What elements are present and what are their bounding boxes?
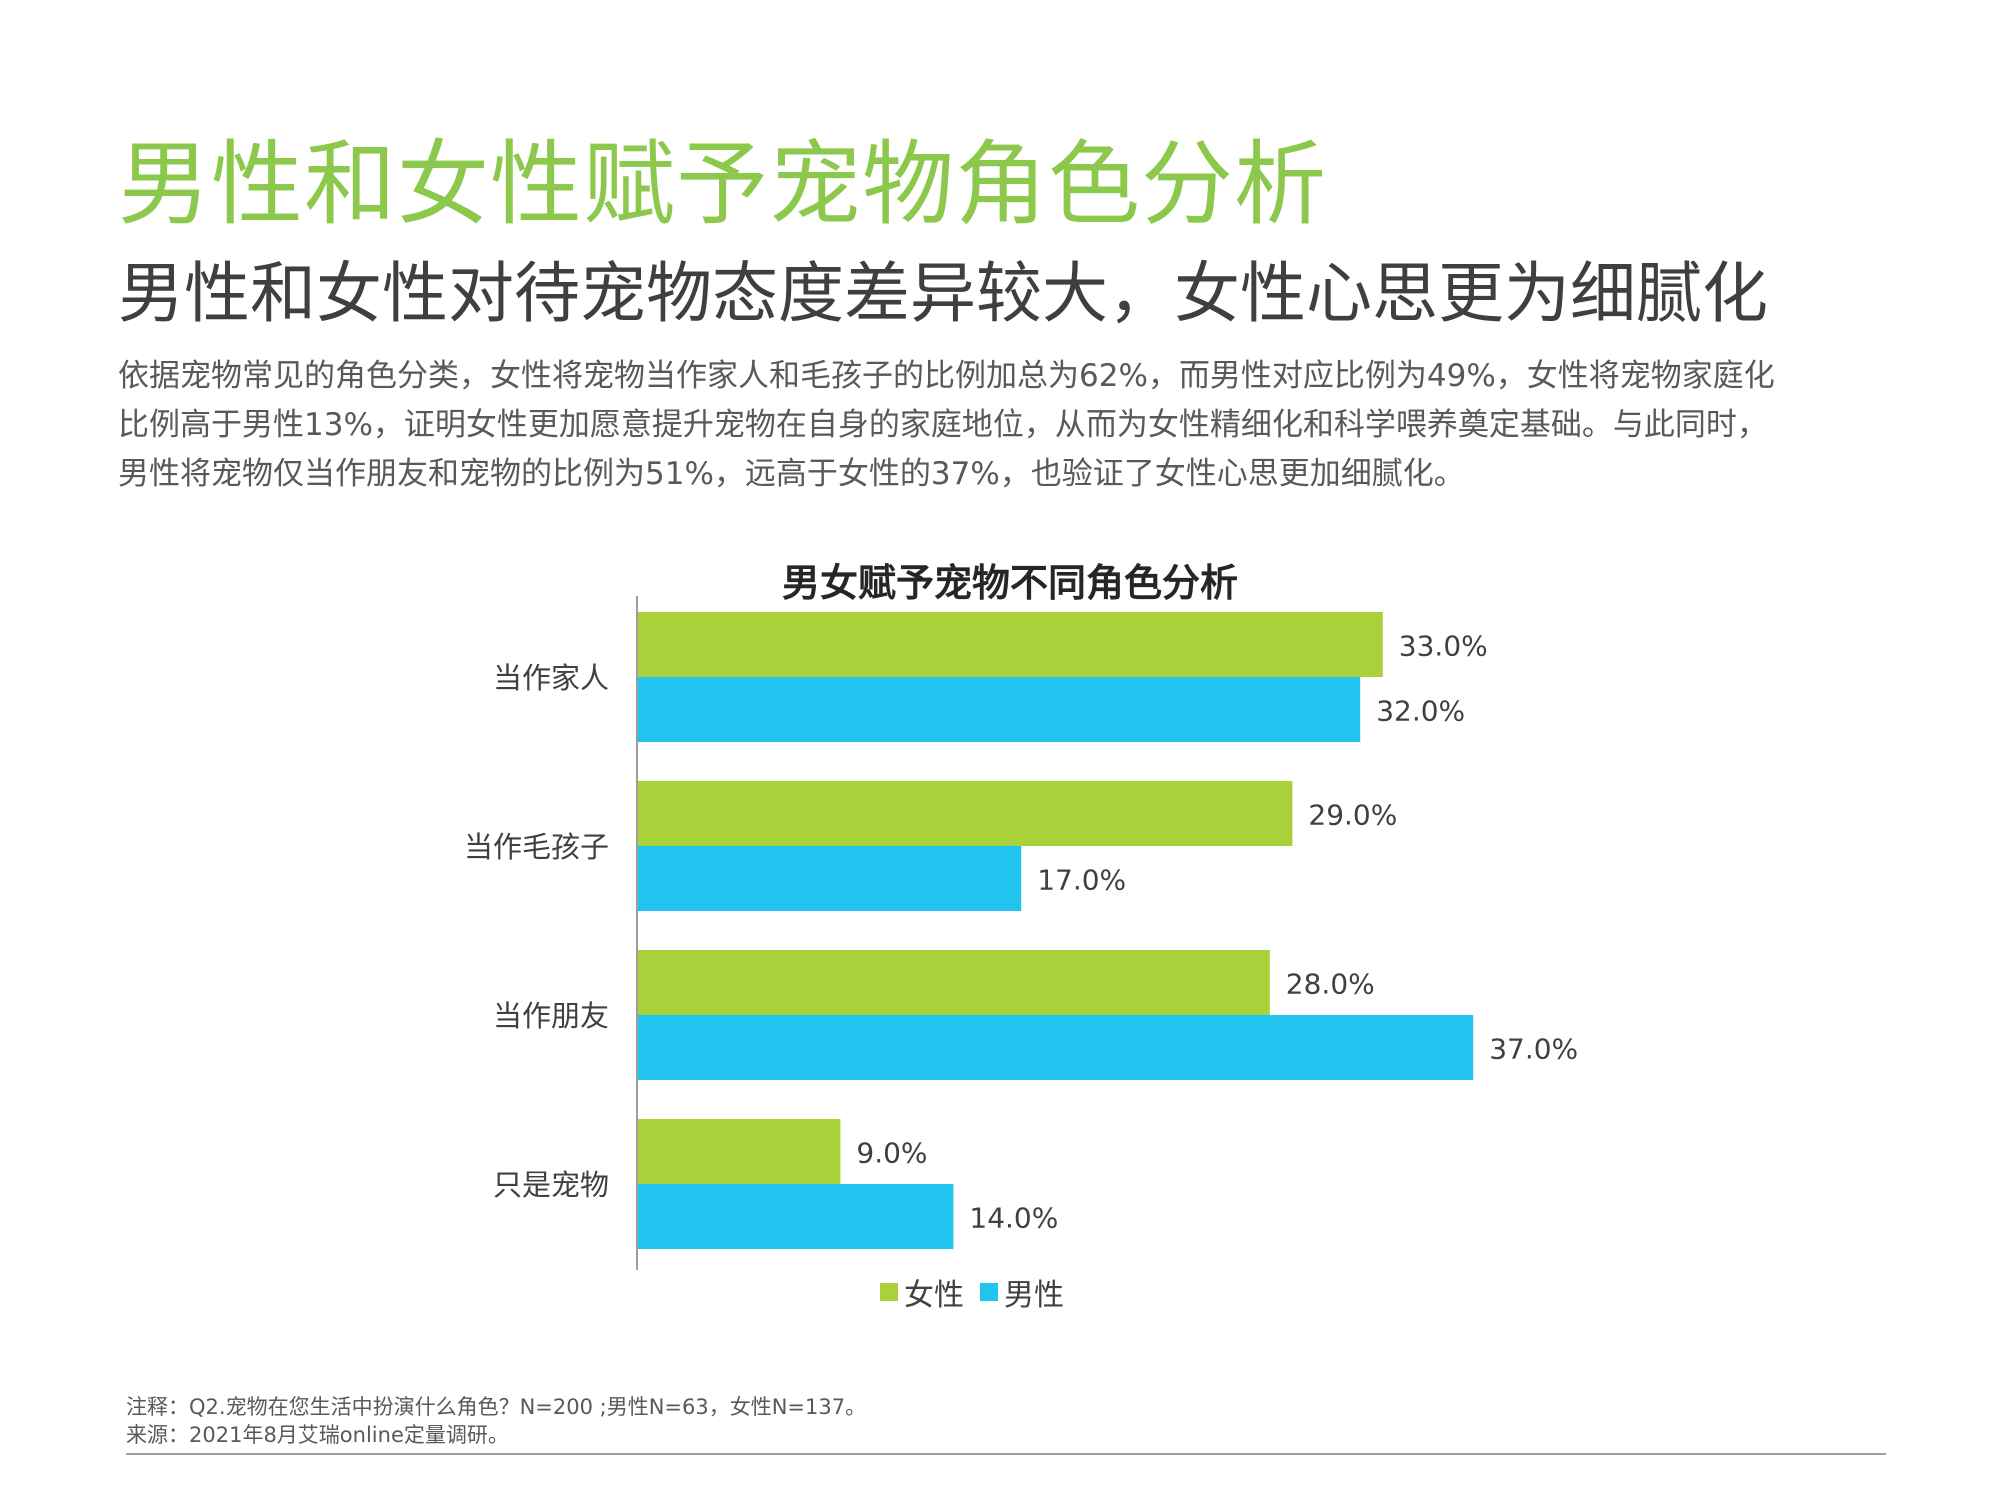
legend-swatch-male (980, 1283, 998, 1301)
bar-female (637, 950, 1270, 1015)
category-label: 只是宠物 (493, 1168, 609, 1202)
bar-female (637, 612, 1383, 677)
legend-swatch-female (880, 1283, 898, 1301)
chart-legend: 女性 男性 (880, 1270, 1064, 1314)
bottom-divider (126, 1453, 1886, 1455)
legend-label-male: 男性 (1004, 1278, 1064, 1313)
footnote-note: 注释：Q2.宠物在您生活中扮演什么角色？N=200 ;男性N=63，女性N=13… (126, 1395, 867, 1419)
data-label: 17.0% (1037, 864, 1126, 897)
bar-female (637, 781, 1293, 846)
page-subtitle: 男性和女性对待宠物态度差异较大，女性心思更为细腻化 (118, 255, 1768, 332)
footnote-source: 来源：2021年8月艾瑞online定量调研。 (126, 1423, 509, 1447)
footnotes: 注释：Q2.宠物在您生活中扮演什么角色？N=200 ;男性N=63，女性N=13… (126, 1393, 866, 1449)
chart-title: 男女赋予宠物不同角色分析 (781, 561, 1238, 605)
bar-male (637, 1184, 954, 1249)
data-label: 37.0% (1489, 1033, 1578, 1066)
bar-male (637, 1015, 1474, 1080)
category-label: 当作朋友 (493, 999, 609, 1033)
body-line: 依据宠物常见的角色分类，女性将宠物当作家人和毛孩子的比例加总为62%，而男性对应… (118, 358, 1775, 394)
data-label: 9.0% (856, 1137, 927, 1170)
body-line: 比例高于男性13%，证明女性更加愿意提升宠物在自身的家庭地位，从而为女性精细化和… (118, 407, 1768, 443)
data-label: 33.0% (1399, 630, 1488, 663)
bar-male (637, 846, 1022, 911)
category-label: 当作家人 (493, 661, 609, 695)
data-label: 32.0% (1376, 695, 1465, 728)
legend-item-female: 女性 (880, 1270, 964, 1314)
body-line: 男性将宠物仅当作朋友和宠物的比例为51%，远高于女性的37%，也验证了女性心思更… (118, 456, 1465, 492)
data-label: 14.0% (969, 1202, 1058, 1235)
data-label: 29.0% (1308, 799, 1397, 832)
page-title: 男性和女性赋予宠物角色分析 (118, 131, 1328, 238)
legend-label-female: 女性 (904, 1278, 964, 1313)
category-label: 当作毛孩子 (464, 830, 609, 864)
bar-female (637, 1119, 841, 1184)
legend-item-male: 男性 (980, 1270, 1064, 1314)
bar-male (637, 677, 1361, 742)
body-paragraph: 依据宠物常见的角色分类，女性将宠物当作家人和毛孩子的比例加总为62%，而男性对应… (118, 352, 1918, 499)
data-label: 28.0% (1286, 968, 1375, 1001)
